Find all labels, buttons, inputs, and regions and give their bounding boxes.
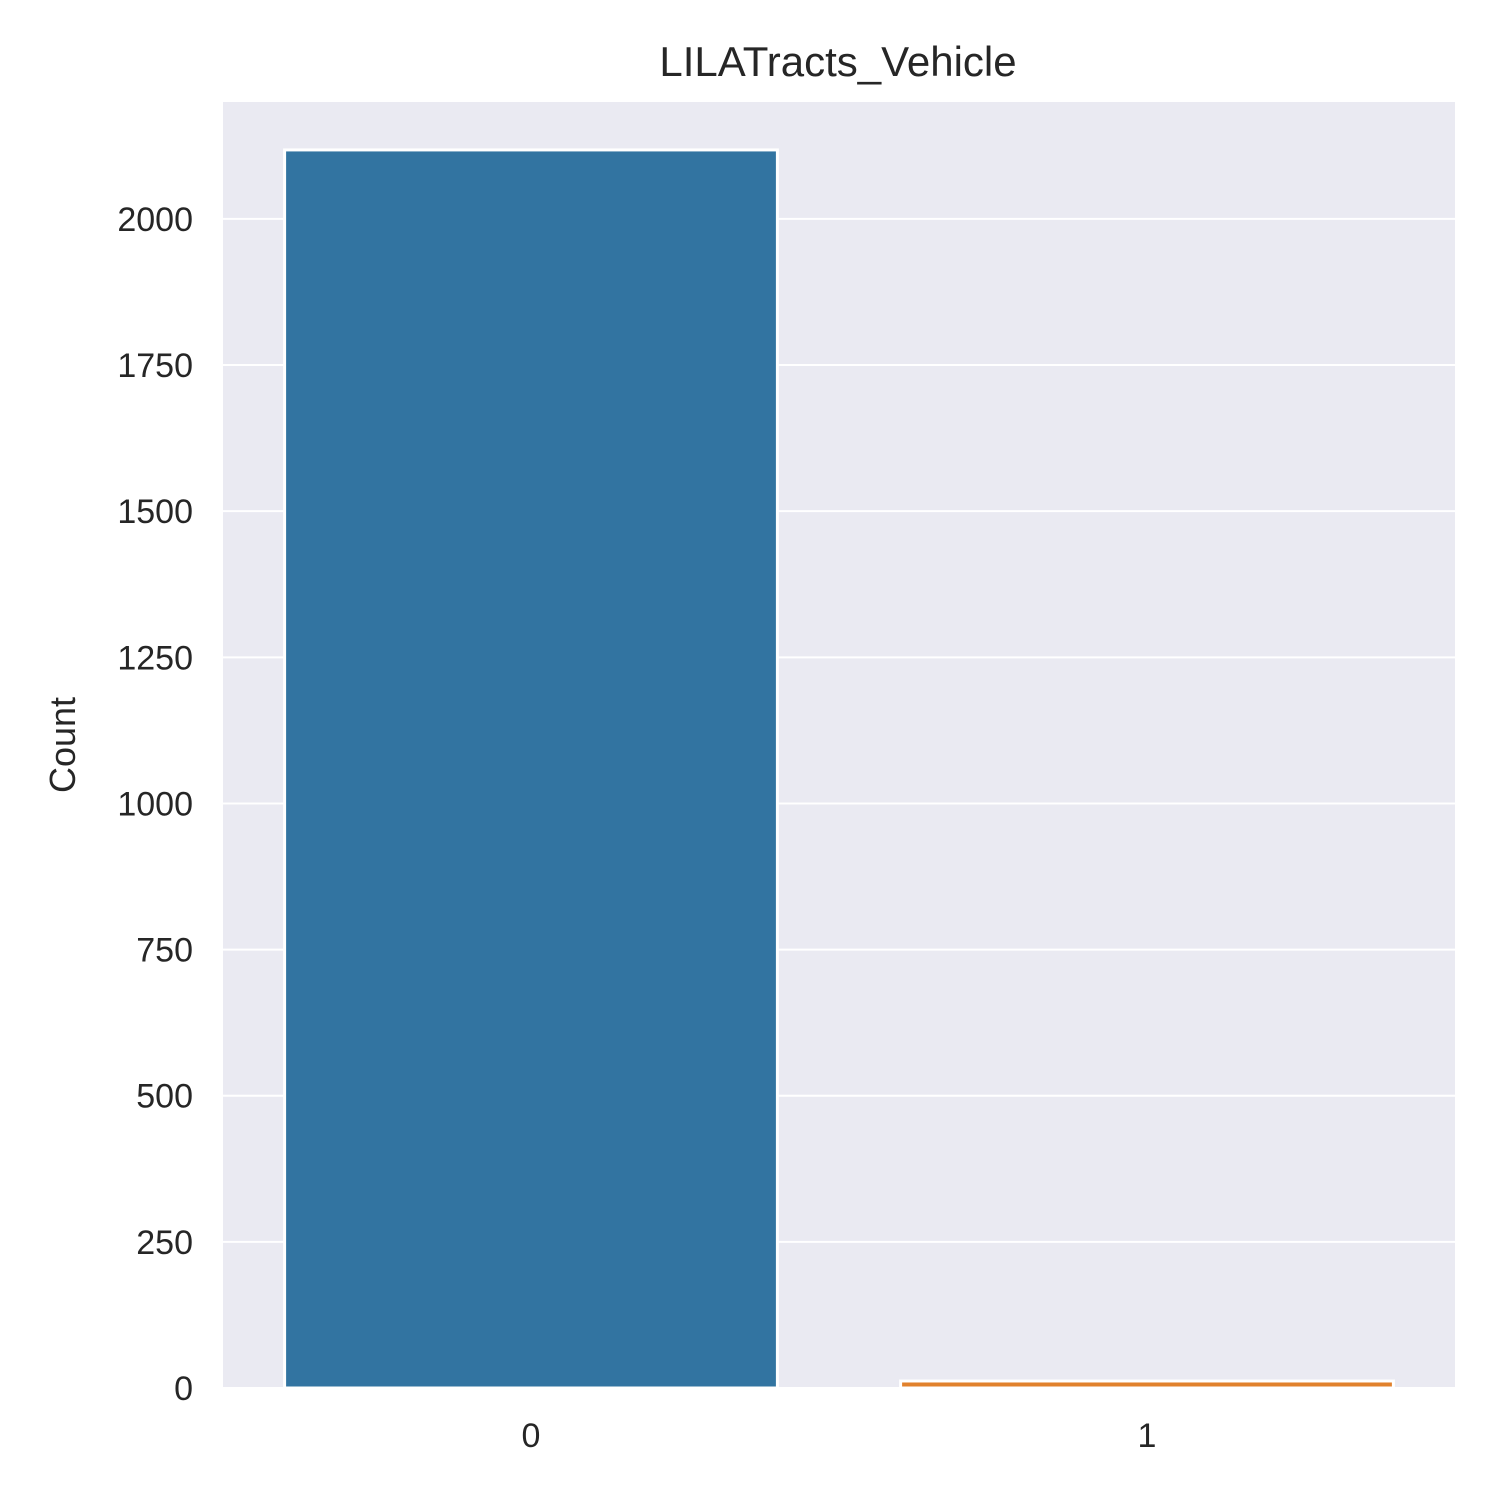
y-tick-label: 750	[136, 932, 193, 970]
bar-0	[283, 148, 779, 1390]
y-tick-label: 1000	[117, 785, 193, 823]
y-tick-label: 2000	[117, 201, 193, 239]
y-tick-labels: 0 250 500 750 1000 1250 1500 1750 2000	[117, 201, 193, 1408]
bar-1	[899, 1379, 1395, 1390]
chart-title: LILATracts_Vehicle	[659, 38, 1016, 85]
y-axis-label: Count	[42, 697, 83, 793]
y-tick-label: 250	[136, 1224, 193, 1262]
x-tick-label: 1	[1138, 1417, 1157, 1455]
y-tick-label: 1250	[117, 639, 193, 677]
x-tick-label: 0	[522, 1417, 541, 1455]
y-tick-label: 1500	[117, 493, 193, 531]
y-tick-label: 500	[136, 1078, 193, 1116]
y-tick-label: 1750	[117, 347, 193, 385]
y-tick-label: 0	[174, 1370, 193, 1408]
bars	[283, 148, 1395, 1390]
